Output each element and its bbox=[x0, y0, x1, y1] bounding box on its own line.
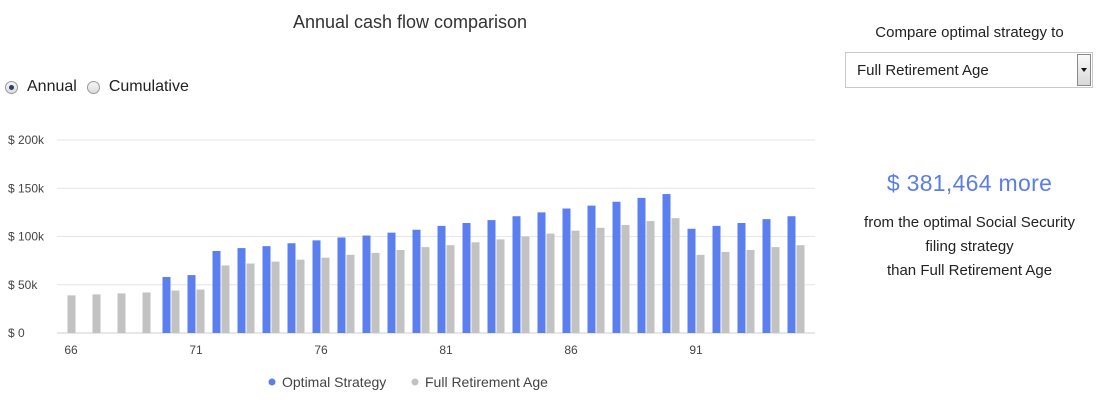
bar-full-retirement-age bbox=[471, 242, 480, 333]
bar-full-retirement-age bbox=[696, 254, 705, 333]
result-line-1: from the optimal Social Security bbox=[864, 214, 1075, 231]
cumulative-radio[interactable] bbox=[86, 80, 100, 94]
legend-label: Full Retirement Age bbox=[425, 374, 548, 390]
bar-full-retirement-age bbox=[496, 239, 505, 333]
bar-optimal-strategy bbox=[237, 248, 246, 333]
bar-full-retirement-age bbox=[746, 250, 755, 333]
chart-title: Annual cash flow comparison bbox=[292, 12, 528, 32]
bar-optimal-strategy bbox=[262, 246, 271, 333]
bar-full-retirement-age bbox=[92, 294, 101, 333]
bar-optimal-strategy bbox=[187, 275, 196, 333]
result-line-3: than Full Retirement Age bbox=[886, 262, 1053, 279]
result-line-2: filing strategy bbox=[925, 238, 1014, 255]
bar-optimal-strategy bbox=[662, 194, 671, 333]
bar-optimal-strategy bbox=[387, 232, 396, 333]
bar-optimal-strategy bbox=[162, 277, 171, 333]
result-summary: $ 381,464 more from the optimal Social S… bbox=[845, 170, 1094, 283]
x-tick-label: 86 bbox=[564, 343, 578, 357]
bar-optimal-strategy bbox=[362, 235, 371, 333]
x-tick-label: 71 bbox=[189, 343, 203, 357]
bar-full-retirement-age bbox=[271, 261, 280, 333]
bar-full-retirement-age bbox=[446, 245, 455, 333]
bar-optimal-strategy bbox=[287, 243, 296, 333]
bar-full-retirement-age bbox=[546, 233, 555, 333]
bar-full-retirement-age bbox=[771, 247, 780, 333]
bar-optimal-strategy bbox=[537, 212, 546, 333]
y-tick-label: $ 0 bbox=[8, 326, 25, 340]
bar-full-retirement-age bbox=[396, 250, 405, 333]
bar-full-retirement-age bbox=[221, 265, 230, 333]
bar-full-retirement-age bbox=[196, 289, 205, 333]
bar-full-retirement-age bbox=[67, 295, 76, 333]
view-mode-toggle: Annual Cumulative bbox=[5, 78, 199, 96]
bar-optimal-strategy bbox=[462, 222, 471, 333]
bar-optimal-strategy bbox=[512, 216, 521, 333]
bar-optimal-strategy bbox=[787, 216, 796, 333]
bar-full-retirement-age bbox=[646, 221, 655, 333]
bar-full-retirement-age bbox=[721, 251, 730, 333]
annual-option[interactable]: Annual bbox=[5, 78, 77, 96]
bar-optimal-strategy bbox=[212, 250, 221, 333]
result-description: from the optimal Social Security filing … bbox=[845, 211, 1094, 283]
bar-optimal-strategy bbox=[687, 228, 696, 333]
cumulative-label: Cumulative bbox=[108, 78, 189, 95]
y-tick-label: $ 100k bbox=[8, 230, 45, 244]
cumulative-option[interactable]: Cumulative bbox=[86, 78, 189, 96]
bar-full-retirement-age bbox=[621, 224, 630, 333]
bar-optimal-strategy bbox=[412, 229, 421, 333]
bar-full-retirement-age bbox=[671, 218, 680, 333]
bar-full-retirement-age bbox=[596, 227, 605, 333]
bar-full-retirement-age bbox=[246, 263, 255, 333]
legend-marker bbox=[268, 378, 276, 386]
bar-optimal-strategy bbox=[437, 225, 446, 333]
bar-optimal-strategy bbox=[337, 237, 346, 333]
bar-full-retirement-age bbox=[142, 292, 151, 333]
bar-full-retirement-age bbox=[346, 254, 355, 333]
y-tick-label: $ 200k bbox=[8, 133, 45, 147]
annual-label: Annual bbox=[27, 78, 77, 95]
compare-strategy-select[interactable]: Full Retirement Age bbox=[845, 52, 1093, 88]
y-tick-label: $ 50k bbox=[8, 278, 38, 292]
bar-full-retirement-age bbox=[421, 247, 430, 333]
bar-full-retirement-age bbox=[171, 290, 180, 333]
annual-radio[interactable] bbox=[5, 80, 18, 94]
bar-full-retirement-age bbox=[117, 293, 126, 333]
bar-optimal-strategy bbox=[587, 205, 596, 333]
chevron-down-icon[interactable] bbox=[1077, 54, 1091, 86]
bar-optimal-strategy bbox=[737, 222, 746, 333]
bar-full-retirement-age bbox=[571, 230, 580, 333]
compare-label: Compare optimal strategy to bbox=[875, 24, 1064, 41]
bar-full-retirement-age bbox=[796, 245, 805, 333]
bar-optimal-strategy bbox=[637, 197, 646, 333]
legend-marker bbox=[411, 378, 419, 386]
result-amount: $ 381,464 more bbox=[886, 170, 1053, 196]
cash-flow-chart: $ 0 $ 50k $ 100k $ 150k $ 200k 66 71 76 81 86 91 Op… bbox=[8, 133, 815, 390]
x-tick-label: 81 bbox=[439, 343, 453, 357]
bar-full-retirement-age bbox=[296, 259, 305, 333]
bar-full-retirement-age bbox=[371, 252, 380, 333]
bar-optimal-strategy bbox=[612, 201, 621, 333]
bar-optimal-strategy bbox=[562, 208, 571, 333]
bar-full-retirement-age bbox=[321, 257, 330, 333]
bar-optimal-strategy bbox=[762, 219, 771, 333]
x-tick-label: 66 bbox=[64, 343, 78, 357]
legend-label: Optimal Strategy bbox=[282, 374, 386, 390]
bar-optimal-strategy bbox=[712, 225, 721, 333]
compare-select-value: Full Retirement Age bbox=[857, 61, 989, 79]
bar-full-retirement-age bbox=[521, 236, 530, 333]
bar-optimal-strategy bbox=[312, 240, 321, 333]
bar-optimal-strategy bbox=[487, 220, 496, 333]
x-tick-label: 76 bbox=[314, 343, 328, 357]
y-tick-label: $ 150k bbox=[8, 181, 45, 195]
x-tick-label: 91 bbox=[689, 343, 703, 357]
